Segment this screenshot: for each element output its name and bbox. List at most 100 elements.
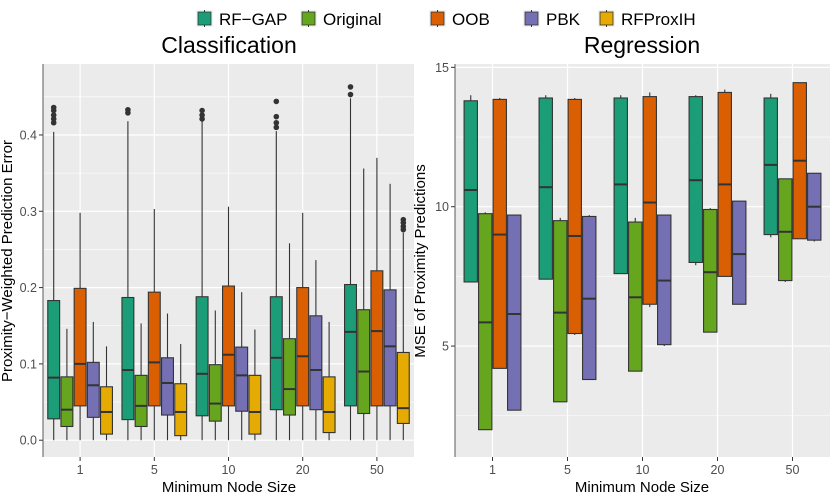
box-iqr [344, 283, 357, 407]
box-iqr [86, 361, 100, 418]
box-pbk-5 [582, 215, 597, 381]
box-pbk-20 [732, 200, 747, 305]
outlier-point [199, 107, 205, 114]
y-tick-label: 10 [435, 200, 449, 214]
outlier-point [273, 113, 280, 120]
legend-key-box [301, 11, 316, 26]
box-pbk-50 [807, 172, 822, 242]
legend-label: Original [323, 10, 382, 29]
box-rfproxih-20 [322, 321, 336, 441]
x-tick-label: 20 [296, 463, 310, 477]
regression-title: Regression [584, 32, 700, 58]
box-original-20 [283, 243, 296, 441]
box-oob-50 [792, 82, 807, 240]
legend-label: RFProxIH [621, 10, 696, 29]
x-tick-label: 5 [151, 463, 158, 477]
box-iqr [174, 383, 188, 437]
box-iqr [642, 96, 657, 305]
box-oob-1 [73, 212, 87, 441]
box-iqr [309, 315, 323, 411]
outlier-point [50, 104, 57, 111]
box-original-10 [628, 217, 643, 372]
box-rfproxih-50 [396, 216, 410, 441]
box-rfproxih-5 [174, 344, 188, 441]
box-original-20 [703, 208, 718, 333]
x-tick-label: 5 [564, 463, 571, 477]
box-oob-5 [147, 208, 161, 441]
box-original-5 [134, 323, 148, 441]
legend-item-original: Original [300, 10, 382, 29]
box-oob-10 [222, 206, 235, 441]
legend-item-rf-gap: RF−GAP [196, 10, 288, 29]
outlier-point [50, 112, 57, 118]
box-iqr [538, 97, 553, 280]
box-iqr [732, 200, 747, 305]
legend-key-box [599, 11, 614, 26]
legend-item-rfproxih: RFProxIH [598, 10, 696, 29]
box-oob-20 [296, 212, 310, 441]
outlier-point [347, 84, 354, 90]
classification-y-axis-label: Proximity−Weighted Prediction Error [0, 140, 16, 382]
y-tick-label: 0.0 [20, 434, 37, 448]
y-tick-label: 0.2 [20, 281, 37, 295]
y-tick-label: 0.1 [20, 357, 37, 371]
box-oob-5 [567, 98, 582, 335]
box-iqr [269, 296, 283, 411]
box-pbk-1 [86, 321, 100, 441]
box-iqr [147, 291, 161, 407]
classification-y-ticks: 0.0 0.1 0.2 0.3 0.4 [20, 64, 44, 457]
box-iqr [778, 178, 793, 282]
box-rf-gap-20 [688, 95, 703, 266]
outlier-point [125, 106, 131, 113]
box-pbk-50 [383, 183, 397, 441]
outlier-point [273, 98, 280, 105]
box-rf-gap-10 [613, 95, 628, 275]
box-iqr [383, 289, 397, 407]
box-iqr [134, 374, 148, 428]
box-oob-1 [492, 98, 507, 369]
legend-label: RF−GAP [219, 10, 288, 29]
box-pbk-5 [161, 313, 174, 441]
legend-label: PBK [546, 10, 581, 29]
box-rfproxih-1 [100, 346, 113, 441]
box-original-1 [478, 212, 493, 431]
box-rf-gap-1 [463, 95, 478, 283]
legend-item-pbk: PBK [523, 10, 581, 29]
classification-x-ticks: 1 5 10 20 50 [77, 457, 384, 477]
box-iqr [396, 351, 410, 424]
box-iqr [283, 338, 296, 416]
box-iqr [553, 220, 568, 403]
classification-boxes [47, 84, 410, 441]
box-oob-10 [642, 92, 657, 308]
box-oob-50 [370, 157, 384, 441]
box-iqr [161, 357, 174, 416]
y-tick-label: 5 [442, 340, 449, 354]
y-tick-label: 0.3 [20, 205, 37, 219]
regression-x-ticks: 1 5 10 20 50 [489, 457, 799, 477]
legend-key-box [430, 11, 445, 26]
outlier-point [400, 216, 407, 223]
outlier-point [199, 112, 205, 118]
x-tick-label: 1 [489, 463, 496, 477]
box-pbk-1 [507, 214, 522, 411]
box-original-1 [60, 328, 74, 441]
box-oob-20 [717, 89, 732, 277]
x-tick-label: 1 [77, 463, 84, 477]
box-original-10 [208, 310, 222, 441]
box-rf-gap-5 [538, 95, 553, 280]
box-iqr [60, 376, 74, 428]
box-iqr [47, 300, 61, 420]
legend-key-box [524, 11, 539, 26]
box-original-50 [357, 168, 371, 441]
x-tick-label: 10 [222, 463, 236, 477]
box-iqr [763, 97, 778, 236]
box-iqr [567, 98, 582, 335]
outlier-point [273, 119, 280, 126]
y-tick-label: 15 [435, 61, 449, 75]
box-pbk-20 [309, 260, 323, 441]
box-iqr [235, 346, 249, 412]
regression-gridlines [455, 64, 830, 457]
regression-x-axis-label: Minimum Node Size [575, 479, 709, 496]
box-rf-gap-50 [763, 93, 778, 238]
box-rf-gap-10 [195, 107, 209, 441]
